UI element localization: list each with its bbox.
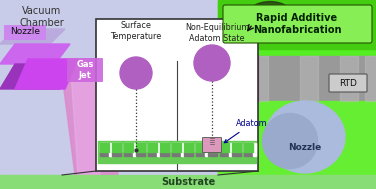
FancyBboxPatch shape: [67, 58, 103, 82]
Bar: [229, 143, 232, 156]
Bar: [253, 143, 256, 156]
Polygon shape: [0, 44, 70, 64]
Bar: [136, 143, 145, 152]
Text: Rapid Additive
Nanofabrication: Rapid Additive Nanofabrication: [253, 13, 341, 35]
Bar: [109, 143, 112, 156]
Bar: [172, 143, 181, 152]
Bar: [148, 152, 157, 156]
Bar: [244, 143, 253, 152]
Bar: [148, 143, 157, 152]
Bar: [300, 56, 318, 101]
Text: Adatom: Adatom: [224, 119, 268, 143]
Bar: [148, 143, 157, 152]
Bar: [208, 143, 217, 152]
Bar: [232, 143, 241, 152]
Ellipse shape: [265, 101, 345, 173]
FancyBboxPatch shape: [4, 25, 46, 40]
Text: Vacuum
Chamber: Vacuum Chamber: [20, 6, 64, 28]
Circle shape: [120, 57, 152, 89]
Bar: [184, 143, 193, 152]
Bar: [181, 143, 184, 156]
Bar: [172, 152, 181, 156]
Bar: [100, 143, 109, 152]
Bar: [196, 152, 205, 156]
Bar: [112, 143, 121, 152]
Text: RTD: RTD: [339, 78, 357, 88]
Bar: [244, 143, 253, 152]
Bar: [124, 143, 133, 152]
Bar: [340, 56, 358, 101]
Bar: [124, 152, 133, 156]
Bar: [205, 143, 208, 156]
Polygon shape: [0, 64, 75, 89]
Bar: [196, 143, 205, 152]
Polygon shape: [60, 59, 118, 175]
Polygon shape: [0, 29, 65, 44]
Bar: [112, 143, 121, 152]
Text: Non-Equilibrium
Adatom State: Non-Equilibrium Adatom State: [185, 23, 249, 43]
Circle shape: [194, 45, 230, 81]
Bar: [244, 152, 253, 156]
Ellipse shape: [245, 2, 295, 36]
Bar: [208, 143, 217, 152]
Bar: [160, 152, 169, 156]
Bar: [0, 0, 260, 175]
Bar: [365, 56, 376, 101]
Bar: [136, 152, 145, 156]
Bar: [160, 143, 169, 152]
Bar: [220, 152, 229, 156]
Bar: [232, 143, 241, 152]
Text: Surface
Temperature: Surface Temperature: [111, 21, 162, 41]
Ellipse shape: [240, 16, 270, 38]
Bar: [96, 19, 258, 171]
Text: Gas
Jet: Gas Jet: [76, 60, 94, 80]
Polygon shape: [15, 59, 78, 89]
Bar: [157, 143, 160, 156]
Bar: [136, 143, 145, 152]
FancyBboxPatch shape: [223, 5, 372, 43]
Bar: [0, 175, 376, 189]
Text: Nozzle: Nozzle: [10, 28, 40, 36]
Bar: [250, 56, 268, 101]
Bar: [172, 143, 181, 152]
Bar: [225, 56, 243, 101]
Bar: [196, 143, 205, 152]
Bar: [232, 152, 241, 156]
Text: Substrate: Substrate: [161, 177, 215, 187]
Bar: [220, 143, 229, 152]
Bar: [184, 143, 193, 152]
Bar: [133, 143, 136, 156]
Bar: [100, 143, 109, 152]
Bar: [218, 101, 376, 175]
Polygon shape: [70, 59, 100, 175]
Bar: [100, 152, 109, 156]
Bar: [184, 152, 193, 156]
Bar: [218, 56, 376, 101]
Bar: [218, 0, 376, 175]
Text: Nozzle: Nozzle: [288, 143, 321, 152]
Bar: [208, 152, 217, 156]
Bar: [220, 143, 229, 152]
Bar: [218, 0, 376, 49]
Bar: [124, 143, 133, 152]
FancyBboxPatch shape: [203, 138, 221, 153]
Bar: [98, 141, 256, 163]
Bar: [112, 152, 121, 156]
Bar: [160, 143, 169, 152]
FancyBboxPatch shape: [329, 74, 367, 92]
Ellipse shape: [262, 114, 317, 169]
